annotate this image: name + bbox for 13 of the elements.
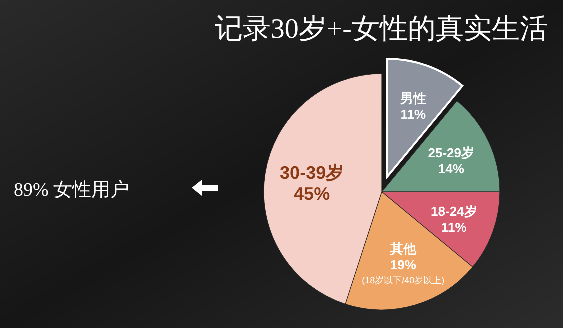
slice-label: 18-24岁 <box>431 204 478 219</box>
data-label: 11% <box>400 106 426 122</box>
slice-label: 其他 <box>389 242 418 257</box>
slice-label: 男性 <box>399 90 426 106</box>
text: (18岁以下/40岁以上) <box>362 276 445 286</box>
slice-label: 30-39岁 <box>280 162 344 183</box>
data-label: 45% <box>294 184 330 204</box>
text: 89% 女性用户 <box>14 179 130 201</box>
data-label: 19% <box>390 258 417 273</box>
slice-label: 25-29岁 <box>428 145 475 160</box>
chart-title: 记录30岁+-女性的真实生活 <box>214 14 548 45</box>
data-label: 11% <box>442 220 468 235</box>
data-label: 14% <box>438 161 465 176</box>
